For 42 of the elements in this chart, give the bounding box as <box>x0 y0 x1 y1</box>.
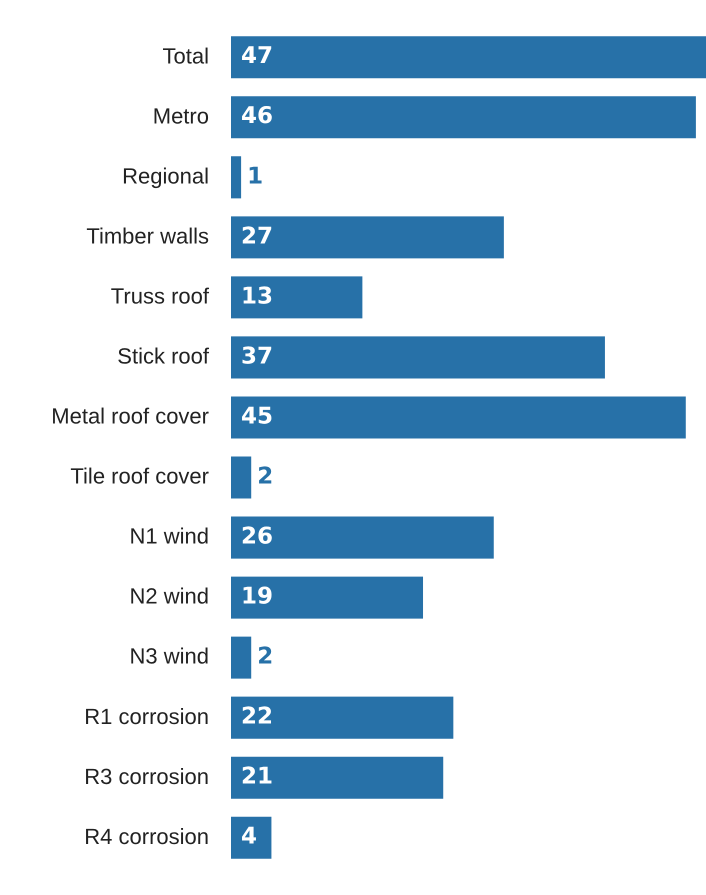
data-label: 1 <box>247 163 264 190</box>
data-label: 47 <box>241 43 274 70</box>
bar <box>231 816 272 859</box>
y-tick-label: Metro <box>152 103 209 128</box>
bar <box>231 96 696 138</box>
bar <box>231 156 242 198</box>
y-tick-label: R3 corrosion <box>84 764 209 789</box>
data-label: 46 <box>241 103 274 130</box>
y-tick-label: N3 wind <box>130 644 209 669</box>
y-tick-label: Stick roof <box>117 344 210 368</box>
y-tick-label: Total <box>162 43 209 68</box>
data-label: 26 <box>241 524 274 550</box>
bar <box>231 216 504 258</box>
y-tick-label: Timber walls <box>86 223 209 248</box>
data-label: 4 <box>241 824 258 850</box>
y-tick-label: Regional <box>122 163 209 188</box>
data-label: 2 <box>257 644 274 670</box>
data-label: 19 <box>241 584 274 610</box>
bar <box>231 276 362 318</box>
data-label: 22 <box>241 704 274 730</box>
y-tick-label: Metal roof cover <box>51 404 209 429</box>
y-tick-label: N2 wind <box>130 584 209 609</box>
data-label: 37 <box>241 343 274 370</box>
bar <box>231 636 252 679</box>
y-tick-label: N1 wind <box>130 524 209 549</box>
y-tick-label: R1 corrosion <box>84 704 209 729</box>
y-tick-label: Tile roof cover <box>70 464 209 489</box>
data-label: 13 <box>241 283 274 310</box>
bar <box>231 396 686 438</box>
bar <box>231 696 454 739</box>
bar <box>231 576 424 619</box>
data-label: 45 <box>241 403 274 430</box>
bar <box>231 456 252 499</box>
y-tick-label: R4 corrosion <box>84 824 209 849</box>
data-label: 21 <box>241 764 274 790</box>
bar <box>231 336 605 378</box>
data-label: 2 <box>257 463 274 490</box>
y-tick-label: Truss roof <box>110 283 210 308</box>
bar <box>231 516 494 559</box>
bar <box>231 756 444 799</box>
data-label: 27 <box>241 223 274 250</box>
bar <box>231 36 706 78</box>
